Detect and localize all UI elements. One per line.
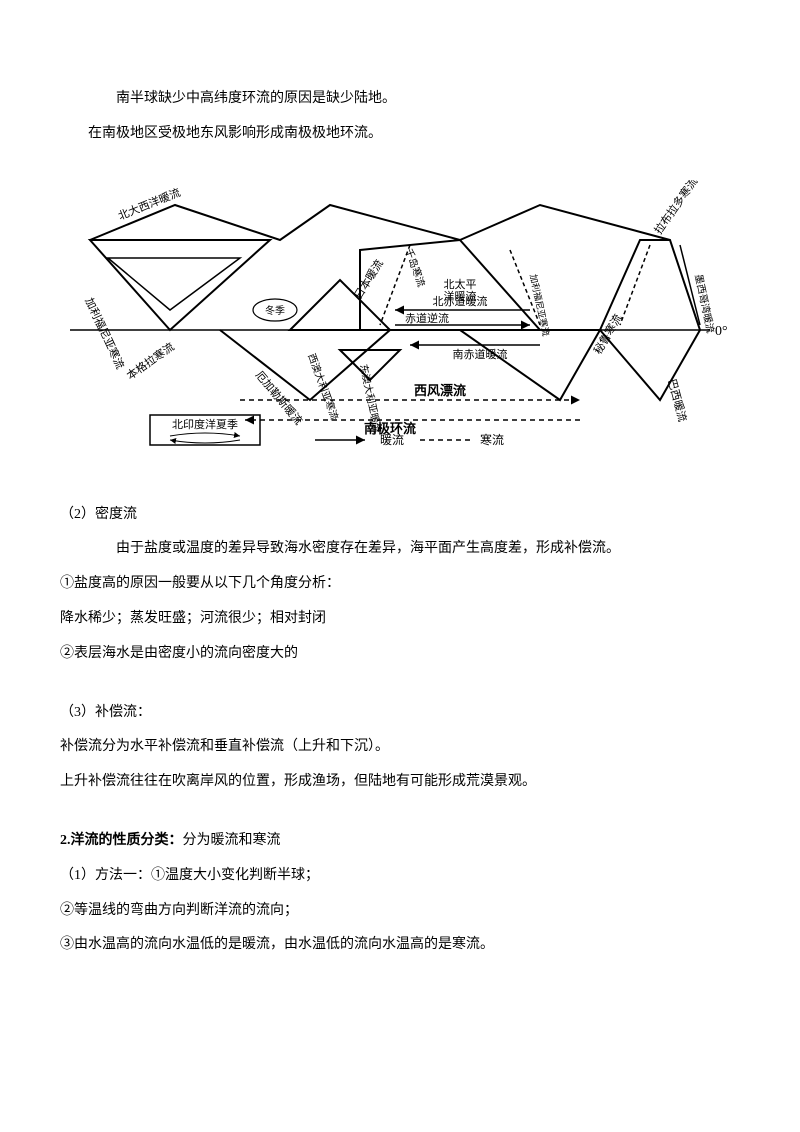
svg-text:加利福尼亚寒流: 加利福尼亚寒流 xyxy=(82,295,127,371)
svg-text:巴西暖流: 巴西暖流 xyxy=(665,377,690,423)
svg-text:暖流: 暖流 xyxy=(380,433,404,447)
section3-title: （3）补偿流： xyxy=(60,698,740,729)
section-property-title-bold: 2.洋流的性质分类： xyxy=(60,833,183,848)
svg-text:拉布拉多寒流: 拉布拉多寒流 xyxy=(651,180,700,237)
section-property-line2: ②等温线的弯曲方向判断洋流的流向； xyxy=(60,896,740,927)
svg-text:南赤道暖流: 南赤道暖流 xyxy=(453,347,508,361)
svg-text:寒流: 寒流 xyxy=(480,432,504,447)
section3-line1: 补偿流分为水平补偿流和垂直补偿流（上升和下沉）。 xyxy=(60,732,740,763)
section2-line1: 由于盐度或温度的差异导致海水密度存在差异，海平面产生高度差，形成补偿流。 xyxy=(60,534,740,565)
svg-text:北印度洋夏季: 北印度洋夏季 xyxy=(172,417,238,431)
page: 南半球缺少中高纬度环流的原因是缺少陆地。 在南极地区受极地东风影响形成南极极地环… xyxy=(0,0,800,1025)
svg-text:千岛寒流: 千岛寒流 xyxy=(402,246,428,288)
svg-text:秘鲁寒流: 秘鲁寒流 xyxy=(590,311,624,356)
intro-line1: 南半球缺少中高纬度环流的原因是缺少陆地。 xyxy=(60,84,740,115)
svg-text:北太平: 北太平 xyxy=(444,278,477,291)
section-property-line3: ③由水温高的流向水温低的是暖流，由水温低的流向水温高的是寒流。 xyxy=(60,930,740,961)
svg-text:西风漂流: 西风漂流 xyxy=(414,383,466,398)
intro-line2: 在南极地区受极地东风影响形成南极极地环流。 xyxy=(60,119,740,150)
equator-label: 0° xyxy=(715,324,728,339)
svg-text:西澳大利亚寒流: 西澳大利亚寒流 xyxy=(305,351,341,421)
section-property-line1: （1）方法一：①温度大小变化判断半球； xyxy=(60,861,740,892)
svg-text:洋暖流: 洋暖流 xyxy=(444,289,477,303)
section-property-title: 2.洋流的性质分类：分为暖流和寒流 xyxy=(60,826,740,857)
section2-line3: 降水稀少；蒸发旺盛；河流很少；相对封闭 xyxy=(60,604,740,635)
svg-text:东澳大利亚暖流: 东澳大利亚暖流 xyxy=(357,363,384,434)
section3-line2: 上升补偿流往往在吹离岸风的位置，形成渔场，但陆地有可能形成荒漠景观。 xyxy=(60,767,740,798)
svg-text:赤道逆流: 赤道逆流 xyxy=(405,311,449,325)
section2-title: （2）密度流 xyxy=(60,500,740,531)
section2-line2: ①盐度高的原因一般要从以下几个角度分析： xyxy=(60,569,740,600)
svg-text:北大西洋暖流: 北大西洋暖流 xyxy=(116,185,182,223)
svg-text:冬季: 冬季 xyxy=(265,304,285,317)
svg-text:本格拉寒流: 本格拉寒流 xyxy=(124,339,177,382)
svg-text:日本暖流: 日本暖流 xyxy=(351,256,386,301)
section2-line4: ②表层海水是由密度小的流向密度大的 xyxy=(60,639,740,670)
section-property-title-rest: 分为暖流和寒流 xyxy=(183,833,281,848)
ocean-currents-figure: 0° 北赤道暖流 xyxy=(60,180,740,460)
ocean-currents-svg: 0° 北赤道暖流 xyxy=(60,180,740,460)
svg-text:墨西哥湾暖流: 墨西哥湾暖流 xyxy=(692,273,717,334)
